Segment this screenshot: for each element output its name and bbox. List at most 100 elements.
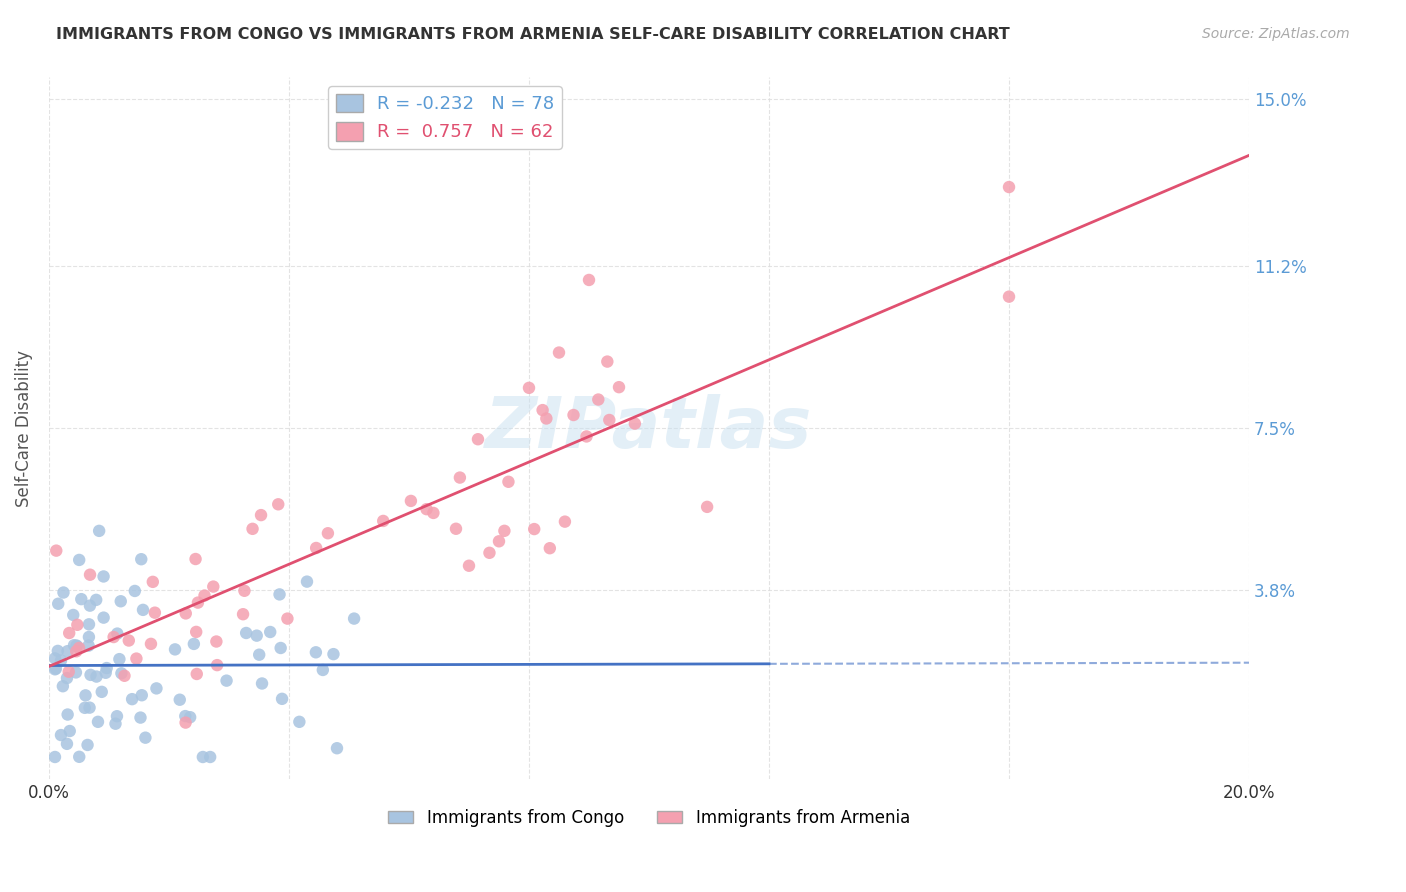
Point: [77, 639, 100, 653]
Point: [75, 689, 97, 703]
Point: [415, 502, 437, 516]
Point: [575, 429, 598, 443]
Point: [110, 666, 132, 681]
Point: [215, 673, 238, 688]
Point: [598, 413, 620, 427]
Point: [288, 714, 311, 729]
Point: [531, 403, 554, 417]
Point: [316, 526, 339, 541]
Point: [70, 592, 93, 607]
Point: [132, 603, 155, 617]
Point: [305, 541, 328, 555]
Point: [259, 625, 281, 640]
Point: [79, 668, 101, 682]
Point: [187, 596, 209, 610]
Point: [44, 750, 66, 764]
Point: [163, 642, 186, 657]
Point: [62, 607, 84, 622]
Point: [79, 700, 101, 714]
Point: [129, 552, 152, 566]
Point: [174, 715, 197, 730]
Point: [76, 738, 98, 752]
Point: [322, 647, 344, 661]
Point: [247, 648, 270, 662]
Point: [118, 633, 141, 648]
Point: [104, 716, 127, 731]
Point: [517, 381, 540, 395]
Point: [46, 644, 69, 658]
Point: [373, 514, 395, 528]
Point: [998, 290, 1021, 304]
Point: [488, 534, 510, 549]
Point: [624, 417, 647, 431]
Point: [134, 731, 156, 745]
Point: [270, 640, 292, 655]
Point: [184, 552, 207, 566]
Point: [523, 522, 546, 536]
Point: [205, 658, 228, 673]
Point: [174, 607, 197, 621]
Point: [198, 750, 221, 764]
Point: [77, 630, 100, 644]
Point: [276, 612, 298, 626]
Point: [536, 411, 558, 425]
Point: [58, 665, 80, 679]
Point: [494, 524, 516, 538]
Point: [186, 667, 208, 681]
Text: IMMIGRANTS FROM CONGO VS IMMIGRANTS FROM ARMENIA SELF-CARE DISABILITY CORRELATIO: IMMIGRANTS FROM CONGO VS IMMIGRANTS FROM…: [56, 27, 1010, 42]
Point: [105, 626, 128, 640]
Point: [77, 617, 100, 632]
Y-axis label: Self-Care Disability: Self-Care Disability: [15, 350, 32, 507]
Point: [562, 408, 585, 422]
Point: [90, 685, 112, 699]
Point: [554, 515, 576, 529]
Point: [326, 741, 349, 756]
Point: [84, 592, 107, 607]
Point: [125, 651, 148, 665]
Point: [129, 710, 152, 724]
Point: [87, 714, 110, 729]
Point: [45, 543, 67, 558]
Point: [46, 597, 69, 611]
Point: [242, 522, 264, 536]
Point: [66, 640, 89, 654]
Point: [44, 651, 66, 665]
Point: [548, 345, 571, 359]
Point: [66, 617, 89, 632]
Point: [124, 584, 146, 599]
Text: Source: ZipAtlas.com: Source: ZipAtlas.com: [1202, 27, 1350, 41]
Point: [56, 644, 79, 658]
Point: [114, 669, 136, 683]
Point: [399, 494, 422, 508]
Point: [696, 500, 718, 514]
Point: [271, 691, 294, 706]
Point: [422, 506, 444, 520]
Point: [269, 587, 291, 601]
Point: [250, 676, 273, 690]
Point: [49, 654, 72, 668]
Point: [538, 541, 561, 556]
Point: [449, 470, 471, 484]
Point: [56, 707, 79, 722]
Point: [232, 607, 254, 622]
Point: [202, 580, 225, 594]
Point: [607, 380, 630, 394]
Point: [467, 432, 489, 446]
Point: [86, 669, 108, 683]
Point: [105, 709, 128, 723]
Point: [998, 180, 1021, 194]
Point: [65, 644, 87, 658]
Point: [193, 589, 215, 603]
Point: [65, 665, 87, 680]
Point: [305, 645, 328, 659]
Point: [444, 522, 467, 536]
Point: [79, 567, 101, 582]
Point: [49, 728, 72, 742]
Point: [174, 709, 197, 723]
Point: [186, 624, 208, 639]
Point: [59, 724, 82, 739]
Point: [44, 662, 66, 676]
Text: ZIPatlas: ZIPatlas: [485, 393, 813, 463]
Point: [343, 611, 366, 625]
Point: [103, 630, 125, 644]
